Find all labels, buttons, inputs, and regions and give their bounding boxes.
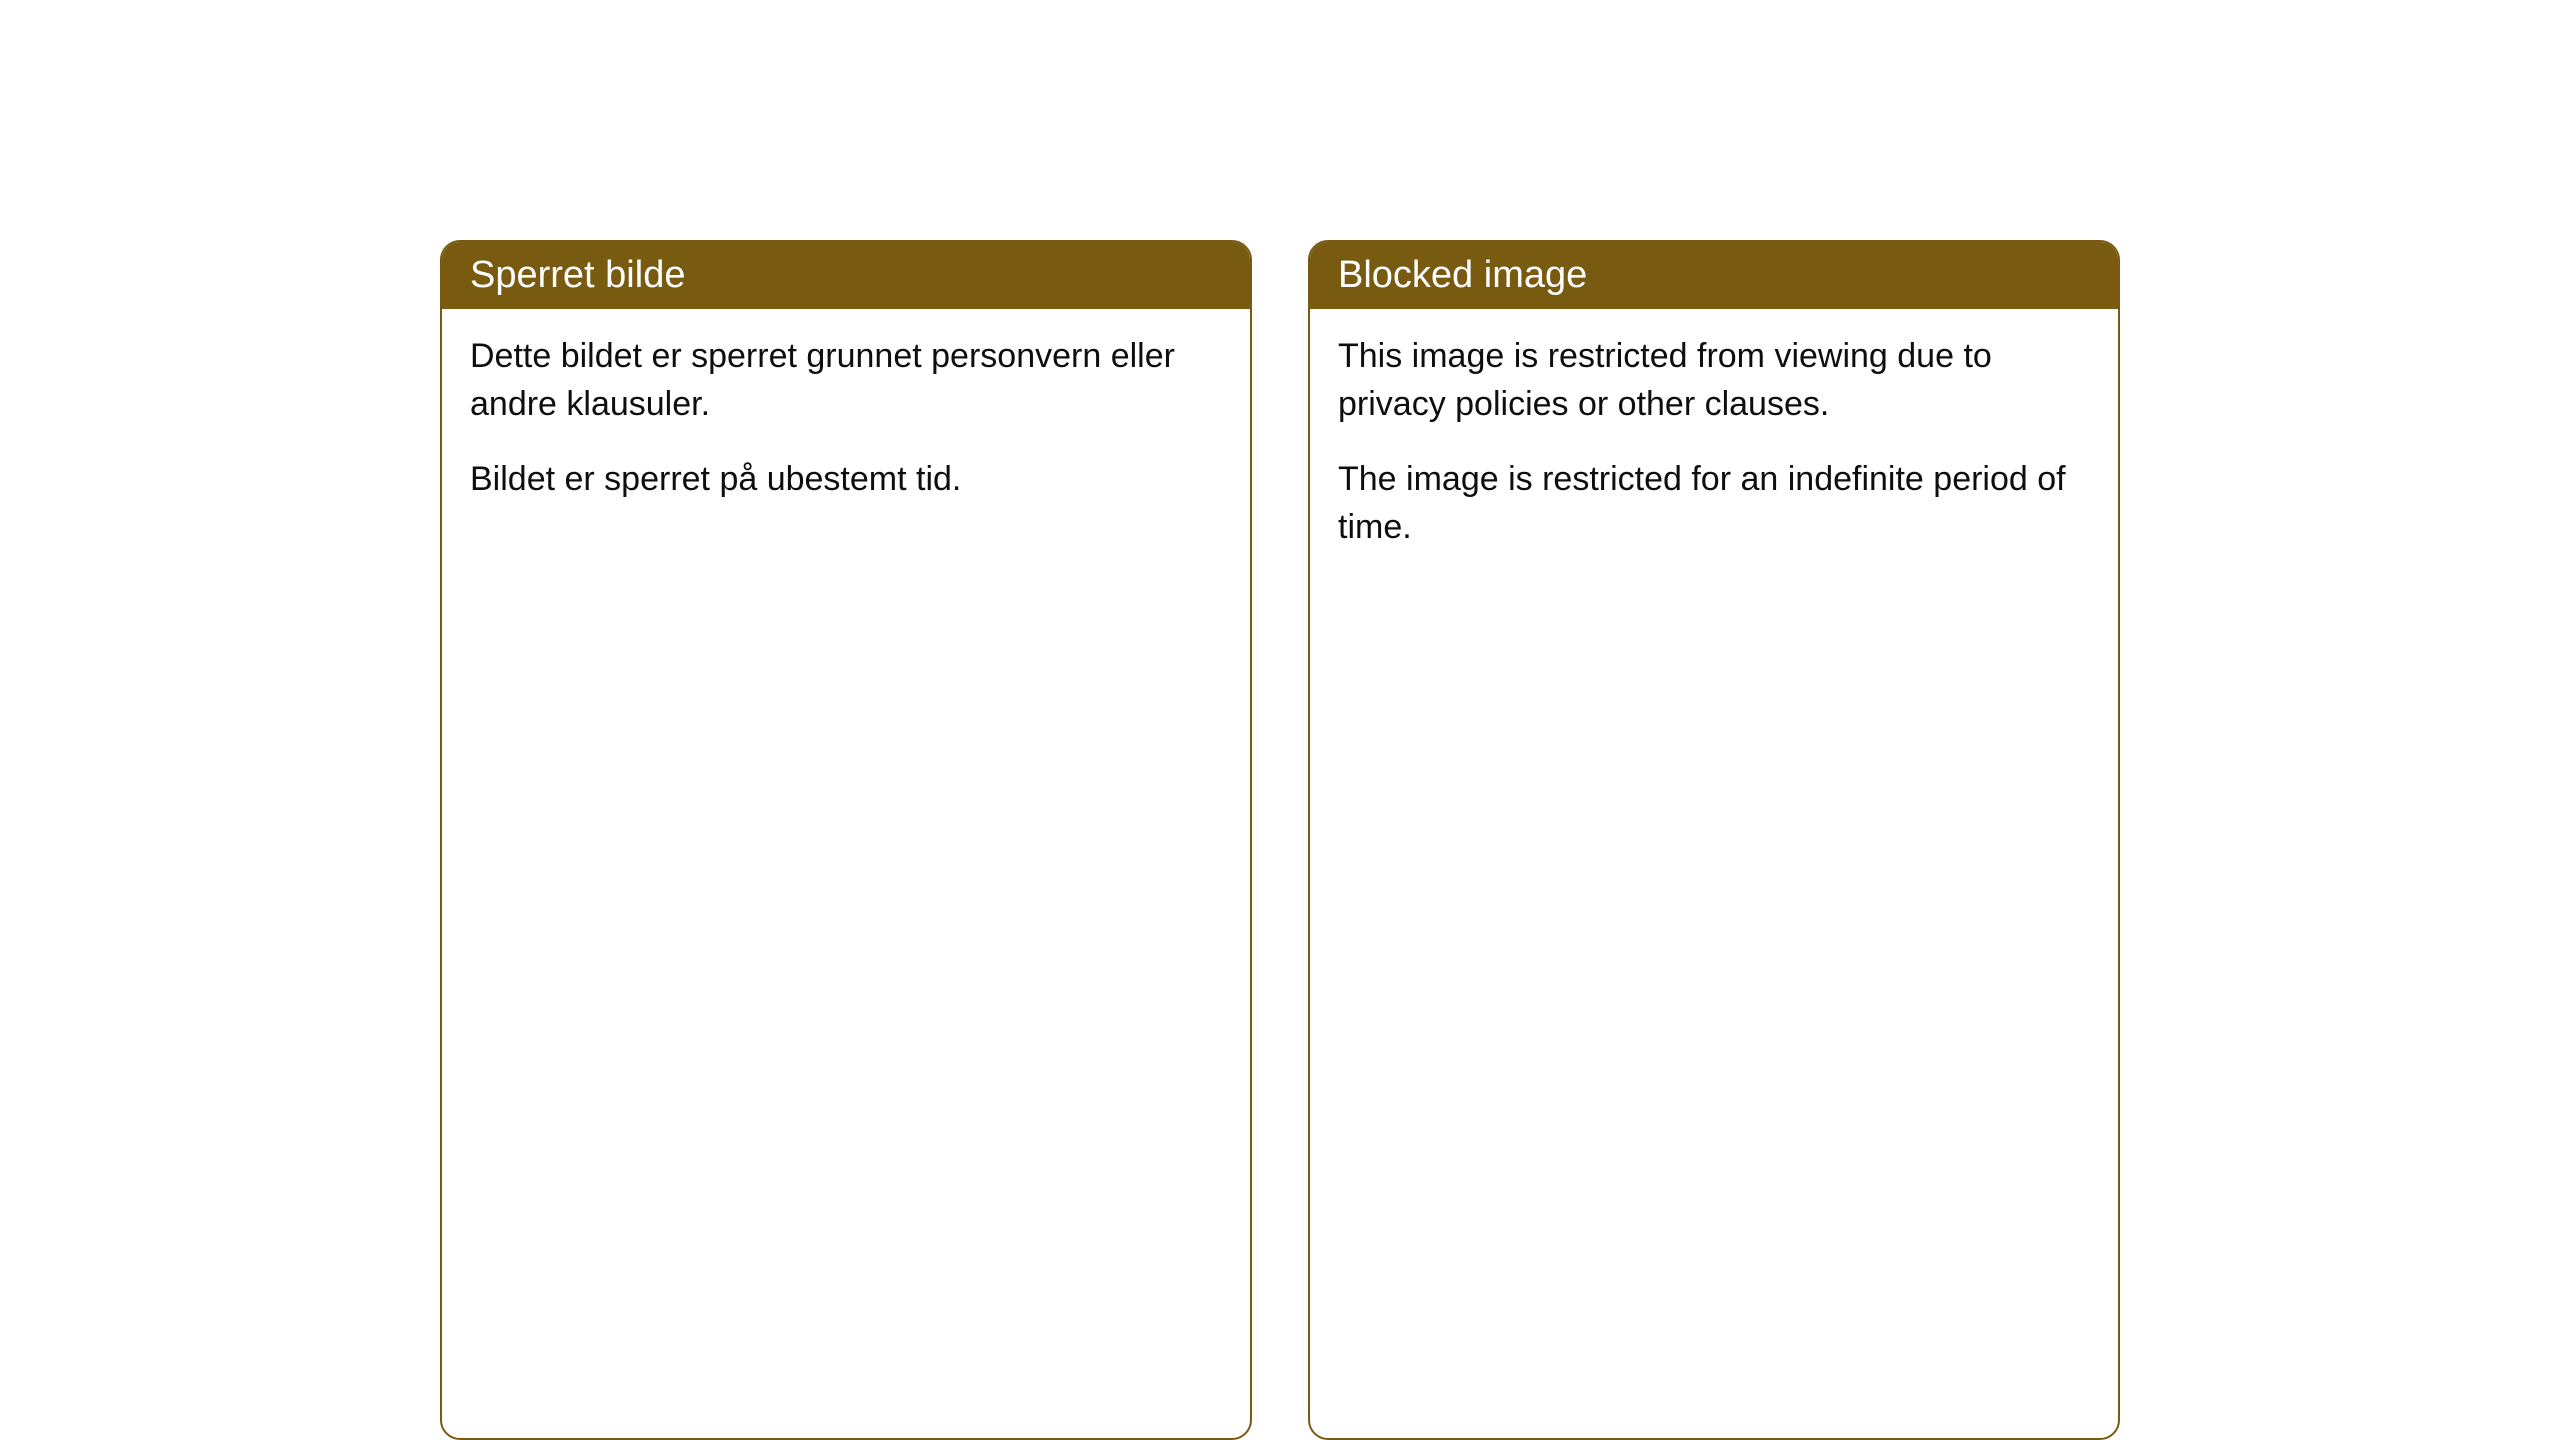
card-title-norwegian: Sperret bilde [470,254,685,296]
card-header-norwegian: Sperret bilde [442,242,1250,309]
card-body-norwegian: Dette bildet er sperret grunnet personve… [442,309,1250,540]
card-title-english: Blocked image [1338,254,1587,296]
card-paragraph-1-english: This image is restricted from viewing du… [1338,333,2090,428]
card-norwegian: Sperret bilde Dette bildet er sperret gr… [440,240,1252,1440]
card-body-english: This image is restricted from viewing du… [1310,309,2118,587]
card-paragraph-2-english: The image is restricted for an indefinit… [1338,456,2090,551]
cards-container: Sperret bilde Dette bildet er sperret gr… [440,240,2120,1440]
card-paragraph-1-norwegian: Dette bildet er sperret grunnet personve… [470,333,1222,428]
card-english: Blocked image This image is restricted f… [1308,240,2120,1440]
card-header-english: Blocked image [1310,242,2118,309]
card-paragraph-2-norwegian: Bildet er sperret på ubestemt tid. [470,456,1222,504]
